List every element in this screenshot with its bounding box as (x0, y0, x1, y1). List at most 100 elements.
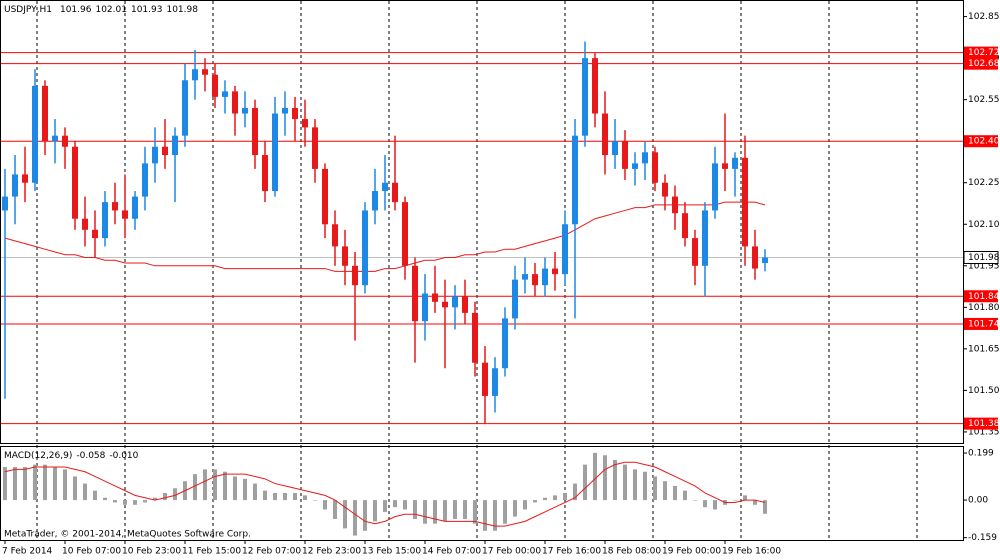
candle-body (202, 69, 208, 75)
macd-bar (633, 469, 637, 501)
x-tick-label: 19 Feb 16:00 (722, 547, 781, 557)
candle-body (182, 80, 188, 136)
macd-bar (603, 455, 607, 501)
x-tick-label: 19 Feb 00:00 (662, 547, 721, 557)
macd-bar (373, 500, 377, 522)
y-tick-label: 101.50 (968, 386, 1000, 396)
candle-body (292, 107, 298, 120)
macd-bar (563, 493, 567, 501)
candle-body (542, 268, 548, 286)
macd-bar (683, 490, 687, 501)
candle-body (112, 202, 118, 211)
candle-body (132, 196, 138, 219)
macd-bar (693, 500, 697, 501)
symbol: USDJPY,H1 (4, 5, 52, 15)
candle-body (22, 174, 28, 183)
level-label: 102.40 (968, 137, 1000, 147)
macd-bar (103, 497, 107, 501)
macd-bar (613, 459, 617, 501)
candle-body (682, 213, 688, 239)
macd-bar (523, 500, 527, 510)
macd-bar (283, 493, 287, 501)
candle-body (102, 202, 108, 239)
candle-body (442, 301, 448, 308)
x-tick-label: 13 Feb 15:00 (362, 547, 421, 557)
macd-bar (703, 500, 707, 508)
macd-bar (593, 452, 597, 501)
candle-body (502, 318, 508, 369)
macd-bar (413, 500, 417, 519)
macd-bar (173, 488, 177, 501)
macd-bar (753, 500, 757, 505)
macd-bar (363, 500, 367, 531)
chart-header: USDJPY,H1 101.96 102.01 101.93 101.98 (4, 5, 198, 15)
candle-body (712, 163, 718, 211)
y-tick-label: 101.35 (968, 427, 1000, 437)
macd-bar (273, 493, 277, 501)
y-tick-label: 102.10 (968, 220, 1000, 230)
macd-bar (533, 500, 537, 503)
macd-bar (323, 500, 327, 510)
candle-body (752, 246, 758, 269)
macd-bar (393, 500, 397, 508)
level-label-box (964, 417, 998, 430)
macd-bar (53, 467, 57, 501)
macd-bar (203, 469, 207, 501)
macd-bar (163, 493, 167, 501)
main-panel-border (0, 0, 964, 444)
candle-body (642, 152, 648, 164)
macd-bar (263, 490, 267, 501)
candle-body (592, 58, 598, 114)
candle-body (762, 257, 768, 264)
candle-body (332, 224, 338, 247)
macd-bar (343, 500, 347, 529)
macd-bar (13, 467, 17, 501)
candle-body (232, 91, 238, 114)
macd-y-tick-label: 0.00 (968, 496, 988, 506)
candle-body (512, 279, 518, 319)
candle-body (472, 312, 478, 363)
candle-body (462, 296, 468, 313)
macd-header: MACD(12,26,9) -0.058 -0.010 (4, 451, 139, 461)
candle-body (352, 265, 358, 286)
level-label: 101.74 (968, 319, 1000, 329)
candle-body (262, 155, 268, 192)
low: 101.93 (131, 5, 163, 15)
level-label: 101.84 (968, 292, 1000, 302)
candle-body (452, 296, 458, 308)
macd-bar (663, 481, 667, 501)
candle-body (382, 182, 388, 192)
macd-bar (243, 478, 247, 501)
macd-bar (353, 500, 357, 536)
candle-body (652, 152, 658, 183)
candle-body (242, 107, 248, 114)
candle-body (282, 107, 288, 114)
candle-body (432, 293, 438, 302)
macd-bar (33, 464, 37, 501)
macd-bar (153, 497, 157, 501)
candle-body (582, 58, 588, 136)
candle-body (32, 85, 38, 183)
close: 101.98 (166, 5, 198, 15)
candle-body (222, 91, 228, 97)
macd-bar (83, 483, 87, 501)
level-label: 102.72 (968, 48, 1000, 58)
candle-body (422, 293, 428, 322)
candle-body (322, 168, 328, 225)
level-label-box (964, 57, 998, 70)
level-label: 102.68 (968, 59, 1000, 69)
candle-body (482, 362, 488, 396)
signal-value: -0.010 (109, 451, 138, 461)
macd-bar (583, 464, 587, 501)
candle-body (342, 246, 348, 266)
macd-bar (453, 500, 457, 519)
macd-bar (383, 500, 387, 512)
x-tick-label: 10 Feb 23:00 (122, 547, 181, 557)
macd-bar (43, 464, 47, 501)
macd-bar (643, 471, 647, 501)
candle-body (162, 146, 168, 156)
y-tick-label: 102.85 (968, 12, 1000, 22)
candle-body (692, 238, 698, 266)
macd-bar (93, 490, 97, 501)
